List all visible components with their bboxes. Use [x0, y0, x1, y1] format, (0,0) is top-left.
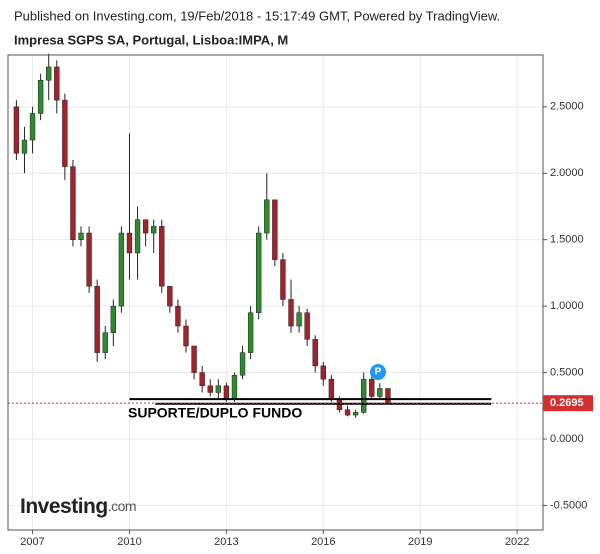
candle-body [159, 226, 165, 287]
y-tick-label: 1.0000 [550, 300, 584, 312]
candle-body [377, 388, 383, 397]
candle-body [369, 378, 375, 397]
candle-body [94, 285, 100, 353]
candle-body [223, 385, 230, 400]
candle-body [54, 66, 60, 101]
candle-body [46, 66, 52, 81]
y-tick-label: 0.0000 [550, 433, 584, 445]
candle-body [151, 226, 157, 234]
candle-body [264, 199, 270, 234]
last-price-label: 0.2695 [550, 397, 584, 409]
candle-body [361, 378, 367, 413]
candle-body [328, 378, 335, 400]
x-tick-label: 2010 [117, 536, 141, 548]
candle-body [183, 325, 189, 347]
y-tick-label: -0.5000 [550, 499, 587, 511]
marker-badge [370, 364, 386, 380]
candle-body [199, 372, 205, 387]
candle-body [37, 79, 44, 114]
x-tick-label: 2007 [20, 536, 44, 548]
candle-body [167, 285, 173, 307]
grid [8, 55, 543, 530]
x-tick-label: 2019 [408, 536, 432, 548]
candle-body [320, 365, 326, 380]
candle-body [304, 312, 310, 340]
x-tick-label: 2013 [214, 536, 238, 548]
candle-body [118, 232, 125, 307]
watermark-suffix: .com [108, 498, 136, 514]
y-tick-label: 2.5000 [550, 101, 584, 113]
candle-body [191, 345, 197, 373]
candle-body [280, 259, 286, 300]
candle-body [78, 232, 84, 240]
candle-body [134, 219, 141, 254]
chart-title: Impresa SGPS SA, Portugal, Lisboa:IMPA, … [14, 32, 288, 47]
candle-body [239, 352, 246, 376]
candle-body [344, 409, 351, 416]
candle-body [70, 166, 76, 240]
candle-body [175, 305, 181, 327]
annotation: SUPORTE/DUPLO FUNDO [128, 405, 302, 421]
candle-body [215, 385, 221, 393]
candle-body [207, 385, 213, 393]
candle-body [126, 232, 133, 254]
candle-body [231, 374, 238, 400]
plot-border [7, 54, 544, 531]
x-tick-label: 2016 [311, 536, 335, 548]
candle-body [296, 312, 302, 327]
candle-body [256, 232, 262, 314]
candle-body [29, 113, 36, 141]
candle-body [86, 232, 92, 287]
candle-body [142, 219, 149, 234]
marker-label: P [375, 367, 382, 378]
candle-body [110, 305, 116, 333]
candle-body [288, 299, 294, 327]
candles [8, 53, 543, 418]
candle-body [385, 388, 391, 404]
published-note: Published on Investing.com, 19/Feb/2018 … [14, 8, 500, 23]
last-price-box [543, 395, 593, 412]
x-tick-label: 2022 [505, 536, 529, 548]
candle-body [272, 199, 278, 260]
candle-body [247, 312, 254, 353]
y-tick-label: 0.5000 [550, 366, 584, 378]
y-tick-label: 2.0000 [550, 167, 584, 179]
candle-body [102, 332, 108, 353]
y-tick-label: 1.5000 [550, 234, 584, 246]
watermark-text: Investing [20, 495, 108, 518]
candle-body [62, 99, 68, 167]
candle-body [312, 339, 318, 367]
watermark: Investing.com [20, 495, 136, 518]
candle-body [13, 106, 20, 154]
candle-body [21, 139, 28, 154]
candle-body [352, 412, 359, 416]
